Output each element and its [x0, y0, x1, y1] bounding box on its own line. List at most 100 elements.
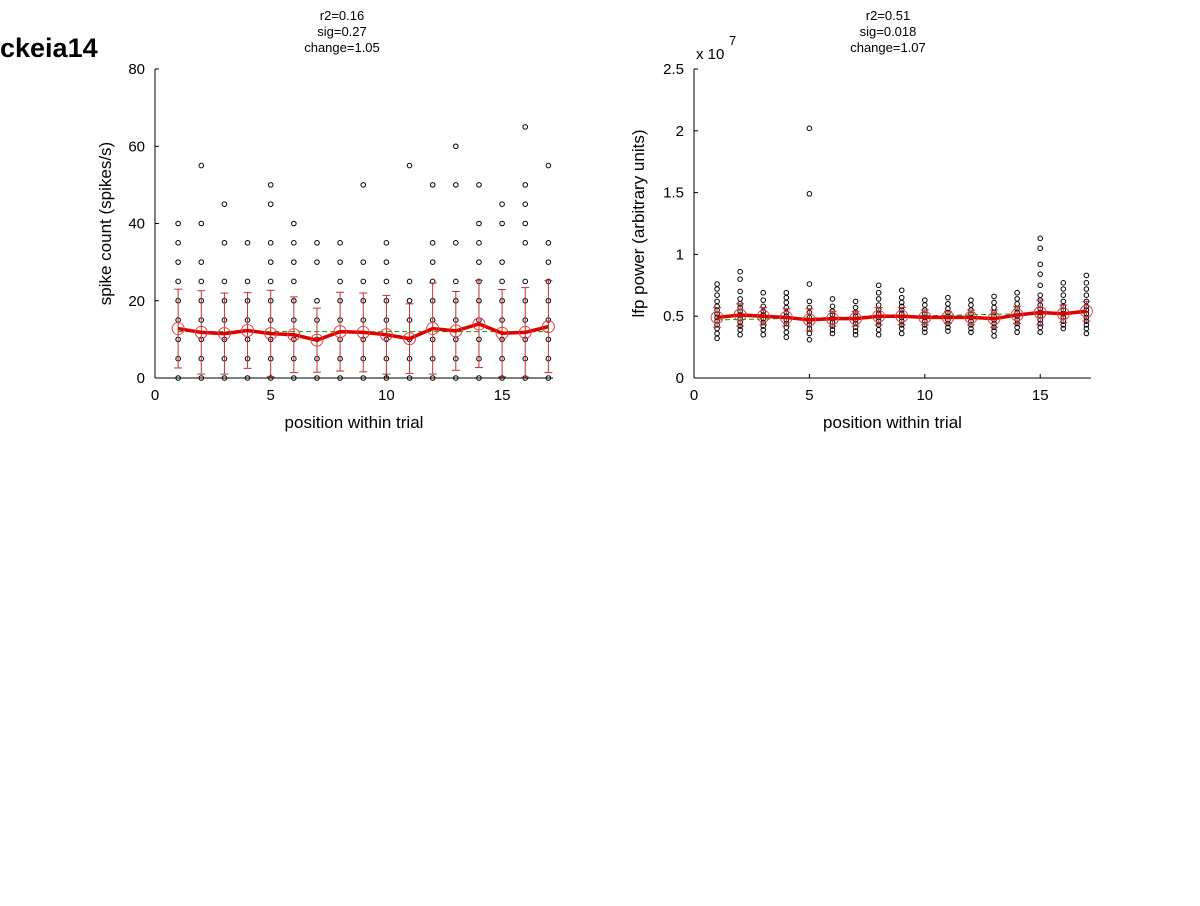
data-point [453, 375, 459, 381]
y-axis-label: spike count (spikes/s) [96, 142, 115, 305]
data-point [945, 324, 951, 331]
data-point [737, 276, 743, 282]
data-point [291, 259, 297, 265]
data-point [1037, 235, 1044, 242]
data-point [522, 182, 529, 188]
data-point [991, 299, 997, 306]
data-point [406, 297, 413, 304]
mean-marker [895, 309, 909, 323]
data-point [476, 240, 482, 246]
data-point [383, 259, 390, 265]
data-point [991, 293, 997, 300]
x-tick-label: 10 [916, 387, 933, 404]
data-point [198, 375, 205, 381]
data-point [922, 325, 928, 332]
mean-marker [379, 328, 393, 342]
data-point [852, 304, 859, 311]
data-point [429, 240, 436, 246]
data-point [1083, 330, 1090, 337]
data-point [898, 325, 905, 332]
data-point [314, 259, 320, 265]
chart-title-line: sig=0.018 [860, 24, 917, 39]
mean-marker [779, 310, 793, 324]
mean-marker [872, 309, 886, 323]
y-tick-label: 2.5 [663, 61, 684, 78]
mean-marker [710, 310, 724, 324]
data-point [406, 375, 413, 381]
data-point [476, 375, 482, 381]
y-tick-label: 60 [128, 138, 145, 155]
data-point [291, 278, 297, 285]
data-point [476, 182, 482, 188]
data-point [360, 182, 367, 188]
data-point [429, 375, 436, 381]
y-tick-label: 1 [676, 246, 684, 263]
data-point [221, 201, 228, 207]
data-point [198, 278, 205, 285]
data-point [522, 240, 529, 246]
data-point [383, 375, 390, 381]
data-point [737, 296, 743, 302]
data-point [806, 281, 813, 287]
data-point [1060, 286, 1067, 292]
data-point [852, 298, 859, 305]
data-point [522, 220, 529, 227]
axis-exponent-power: 7 [729, 33, 736, 48]
data-point [314, 240, 320, 246]
data-point [922, 329, 928, 336]
data-point [783, 294, 790, 301]
data-point [198, 162, 205, 169]
data-point [429, 182, 436, 188]
data-point [991, 333, 997, 339]
mean-marker [264, 327, 278, 341]
data-point [360, 375, 367, 381]
data-point [175, 240, 181, 246]
data-point [337, 259, 343, 265]
data-point [991, 304, 997, 311]
mean-marker [541, 320, 555, 334]
data-point [291, 240, 297, 246]
data-point [267, 240, 274, 246]
data-point [499, 220, 505, 227]
mean-marker [310, 333, 324, 347]
figure-label: ckeia14 [0, 33, 98, 63]
data-point [476, 220, 482, 227]
data-point [499, 201, 505, 207]
data-point [499, 278, 505, 285]
data-point [1083, 286, 1090, 292]
data-point [221, 278, 228, 285]
data-point [198, 259, 205, 265]
data-point [1037, 261, 1044, 268]
y-tick-label: 80 [128, 61, 145, 78]
data-point [898, 287, 905, 294]
data-point [1060, 298, 1067, 305]
data-point [783, 299, 790, 306]
mean-marker [849, 312, 863, 326]
data-point [760, 331, 767, 338]
data-point [545, 162, 552, 169]
mean-marker [756, 309, 770, 323]
data-point [1037, 282, 1044, 289]
chart-title-line: r2=0.16 [320, 8, 364, 23]
data-point [714, 298, 720, 305]
data-point [1037, 271, 1044, 277]
mean-marker [1033, 305, 1047, 319]
data-point [1083, 280, 1090, 286]
data-point [806, 125, 813, 132]
data-point [922, 302, 928, 308]
mean-marker [987, 312, 1001, 326]
data-point [267, 278, 274, 285]
data-point [737, 326, 743, 333]
mean-line [177, 322, 549, 342]
mean-marker [287, 328, 301, 342]
mean-marker [733, 308, 747, 322]
data-point [737, 268, 743, 275]
data-point [175, 259, 181, 265]
data-point [852, 331, 859, 338]
mean-marker [1079, 304, 1093, 318]
data-point [922, 297, 928, 303]
data-point [968, 297, 974, 303]
y-tick-label: 20 [128, 293, 145, 310]
data-point [337, 240, 343, 246]
data-point [1083, 322, 1090, 328]
